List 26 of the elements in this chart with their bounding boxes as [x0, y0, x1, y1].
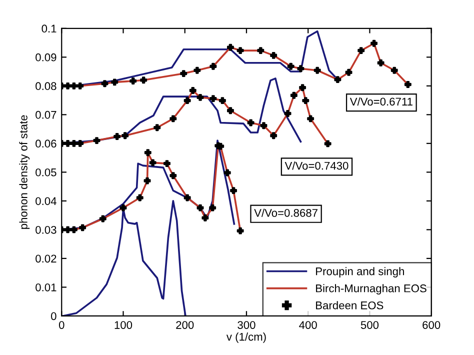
- y-tick-label: 0.09: [36, 53, 56, 62]
- x-tick-label: 500: [360, 321, 379, 329]
- y-tick-label: 0: [51, 312, 56, 320]
- y-tick-label: 0.06: [36, 140, 56, 148]
- x-tick-label: 200: [176, 321, 194, 329]
- legend-label: Bardeen EOS: [316, 301, 384, 310]
- x-tick-label: 600: [422, 321, 440, 329]
- annotation: V/Vo=0.6711: [350, 97, 412, 106]
- x-tick-label: 0: [58, 321, 64, 329]
- x-axis-title: v (1/cm): [226, 332, 266, 343]
- annotation: V/Vo=0.8687: [254, 208, 318, 217]
- y-tick-label: 0.08: [36, 82, 56, 90]
- annotation: V/Vo=0.7430: [284, 162, 348, 170]
- y-tick-label: 0.1: [42, 24, 56, 33]
- y-tick-label: 0.04: [36, 197, 56, 206]
- y-axis-title: phonon density of state: [19, 115, 30, 229]
- y-tick-label: 0.02: [36, 254, 56, 263]
- x-tick-label: 100: [114, 321, 132, 329]
- y-tick-label: 0.01: [36, 283, 56, 292]
- x-tick-label: 300: [238, 321, 256, 329]
- x-tick-label: 400: [299, 321, 317, 329]
- y-tick-label: 0.07: [36, 110, 56, 119]
- legend-label: Birch-Murnaghan EOS: [316, 284, 426, 294]
- y-tick-label: 0.03: [36, 226, 56, 234]
- y-tick-label: 0.05: [36, 168, 56, 176]
- legend-label: Proupin and singh: [316, 267, 404, 278]
